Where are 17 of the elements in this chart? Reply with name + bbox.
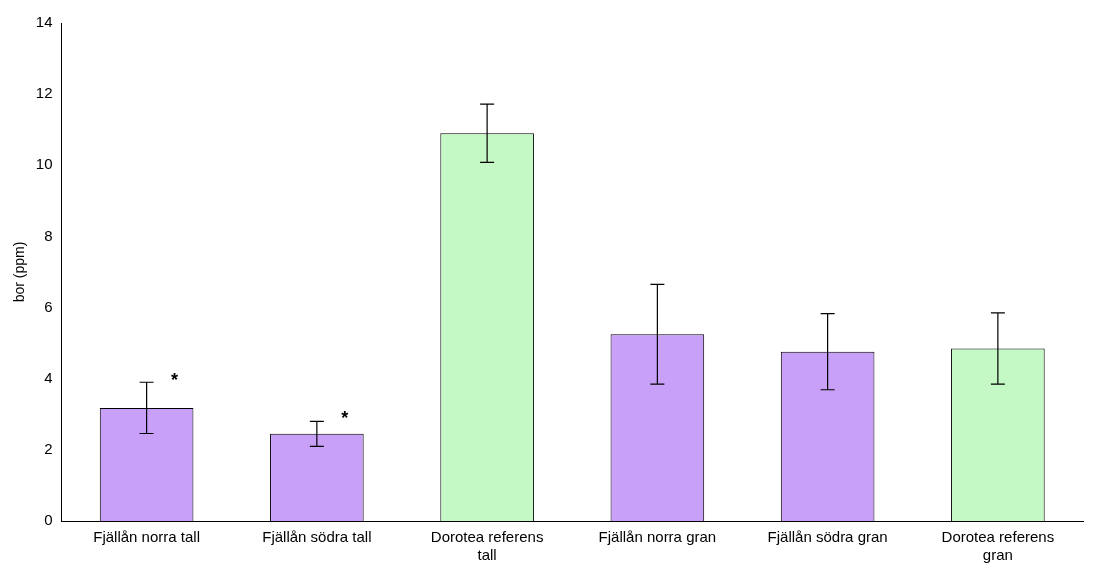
- x-tick-label: Fjällån norra gran: [598, 528, 717, 546]
- y-tick-label: 4: [44, 368, 53, 386]
- y-axis-title: bor (ppm): [11, 241, 28, 303]
- y-tick-label: 8: [44, 226, 53, 244]
- y-tick-label: 0: [44, 511, 53, 529]
- x-tick-label: Fjällån södra tall: [262, 528, 372, 546]
- annotation: *: [171, 370, 179, 391]
- x-tick-label: Fjällån södra gran: [767, 528, 888, 546]
- x-tick-label: Dorotea referens gran: [941, 528, 1055, 564]
- x-tick-label: Dorotea referens tall: [430, 528, 544, 564]
- y-tick-label: 14: [35, 13, 53, 31]
- y-tick-label: 12: [35, 84, 53, 102]
- x-tick-label: Fjällån norra tall: [93, 528, 200, 546]
- y-tick-label: 6: [44, 297, 53, 315]
- annotation: *: [341, 408, 349, 429]
- y-tick-label: 10: [35, 155, 53, 173]
- y-tick-label: 2: [44, 440, 53, 457]
